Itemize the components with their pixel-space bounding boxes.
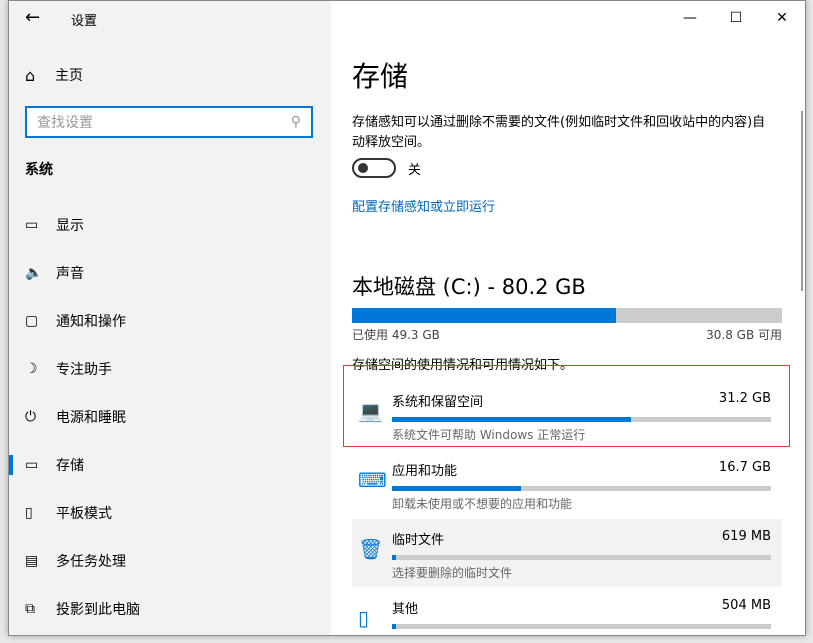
trash-icon: 🗑 <box>358 537 384 561</box>
home-icon: ⌂ <box>25 65 36 85</box>
category-bar <box>392 555 771 560</box>
storage-sense-description: 存储感知可以通过删除不需要的文件(例如临时文件和回收站中的内容)自动释放空间。 <box>352 115 766 150</box>
sidebar-item-tablet[interactable]: ▯ 平板模式 <box>9 489 331 537</box>
storage-sense-toggle[interactable]: 关 <box>352 158 421 178</box>
multitask-icon: ▤ <box>25 553 39 569</box>
search-input[interactable]: 查找设置 ⚲ <box>25 106 313 138</box>
tablet-icon: ▯ <box>25 505 33 521</box>
laptop-icon: 💻 <box>358 399 383 423</box>
scrollbar[interactable] <box>801 111 803 291</box>
window-title: 设置 <box>71 14 98 29</box>
toggle-switch[interactable] <box>352 158 396 178</box>
disk-free: 30.8 GB 可用 <box>706 328 782 342</box>
disk-usage-bar <box>352 308 782 323</box>
config-storage-sense-link[interactable]: 配置存储感知或立即运行 <box>352 200 496 215</box>
sidebar-item-label: 存储 <box>56 458 84 474</box>
disk-used: 已使用 49.3 GB <box>352 328 440 342</box>
category-name: 临时文件 <box>392 533 445 548</box>
sidebar-item-label: 电源和睡眠 <box>56 410 126 426</box>
category-size: 619 MB <box>721 529 771 544</box>
sidebar-item-label: 平板模式 <box>56 506 112 522</box>
page-title: 存储 <box>352 60 409 93</box>
close-button[interactable]: ✕ <box>776 10 788 26</box>
category-description: 系统文件可帮助 Windows 正常运行 <box>392 428 586 442</box>
category-name: 其他 <box>392 602 419 617</box>
category-size: 16.7 GB <box>718 460 771 475</box>
category-description: 卸载未使用或不想要的应用和功能 <box>392 497 573 511</box>
sidebar-item-label: 专注助手 <box>56 362 112 378</box>
monitor-icon: ▭ <box>25 217 39 233</box>
maximize-button[interactable]: ☐ <box>729 10 743 26</box>
sidebar-item-notification[interactable]: ▢ 通知和操作 <box>9 297 331 345</box>
category-name: 应用和功能 <box>392 464 458 479</box>
sidebar-item-monitor[interactable]: ▭ 显示 <box>9 201 331 249</box>
sidebar-item-label: 通知和操作 <box>56 314 126 330</box>
sidebar-item-storage[interactable]: ▭ 存储 <box>9 441 331 489</box>
main-content: — ☐ ✕ 存储 存储感知可以通过删除不需要的文件(例如临时文件和回收站中的内容… <box>331 1 805 635</box>
settings-window: ← 设置 ⌂ 主页 查找设置 ⚲ 系统 ▭ 显示 🔈 声音 ▢ 通知和操作 ☽ 专注助手 ⏻ 电源和睡… <box>8 0 806 636</box>
category-bar <box>392 417 771 422</box>
sidebar-item-multitask[interactable]: ▤ 多任务处理 <box>9 537 331 585</box>
sidebar: ← 设置 ⌂ 主页 查找设置 ⚲ 系统 ▭ 显示 🔈 声音 ▢ 通知和操作 ☽ 专注助手 ⏻ 电源和睡… <box>9 1 331 635</box>
keyboard-monitor-icon: ⌨ <box>358 468 387 492</box>
storage-category[interactable]: ⌨ 应用和功能 16.7 GB 卸载未使用或不想要的应用和功能 <box>352 450 782 518</box>
speaker-icon: 🔈 <box>25 265 43 281</box>
sidebar-item-speaker[interactable]: 🔈 声音 <box>9 249 331 297</box>
storage-icon: ▭ <box>25 457 39 473</box>
sidebar-item-moon[interactable]: ☽ 专注助手 <box>9 345 331 393</box>
back-arrow-icon[interactable]: ← <box>25 7 41 28</box>
sidebar-item-label: 投影到此电脑 <box>56 602 140 618</box>
category-name: 系统和保留空间 <box>392 395 484 410</box>
storage-category[interactable]: ▯ 其他 504 MB <box>352 588 782 635</box>
sidebar-item-power[interactable]: ⏻ 电源和睡眠 <box>9 393 331 441</box>
storage-category[interactable]: 🗑 临时文件 619 MB 选择要删除的临时文件 <box>352 519 782 587</box>
sidebar-item-label: 显示 <box>56 218 84 234</box>
sidebar-item-label: 声音 <box>56 266 84 282</box>
folder-icon: ▯ <box>358 606 370 630</box>
sidebar-item-home[interactable]: ⌂ 主页 <box>25 65 83 85</box>
notification-icon: ▢ <box>25 313 39 329</box>
minimize-button[interactable]: — <box>683 10 697 26</box>
section-heading: 系统 <box>25 162 53 178</box>
category-description: 选择要删除的临时文件 <box>392 566 513 580</box>
power-icon: ⏻ <box>25 409 37 425</box>
search-icon: ⚲ <box>290 114 301 130</box>
sidebar-item-label: 多任务处理 <box>56 554 126 570</box>
sidebar-nav: ▭ 显示 🔈 声音 ▢ 通知和操作 ☽ 专注助手 ⏻ 电源和睡眠 ▭ 存储 ▯ 平板模式 ▤ 多任务处理 ⧉ 投影… <box>9 201 331 633</box>
category-size: 31.2 GB <box>718 391 771 406</box>
moon-icon: ☽ <box>25 361 38 377</box>
category-size: 504 MB <box>721 598 771 613</box>
sidebar-item-project[interactable]: ⧉ 投影到此电脑 <box>9 585 331 633</box>
category-bar <box>392 624 771 629</box>
storage-category[interactable]: 💻 系统和保留空间 31.2 GB 系统文件可帮助 Windows 正常运行 <box>352 381 782 449</box>
disk-title: 本地磁盘 (C:) - 80.2 GB <box>352 275 586 299</box>
highlight-box <box>343 365 790 447</box>
category-bar <box>392 486 771 491</box>
project-icon: ⧉ <box>25 601 35 617</box>
